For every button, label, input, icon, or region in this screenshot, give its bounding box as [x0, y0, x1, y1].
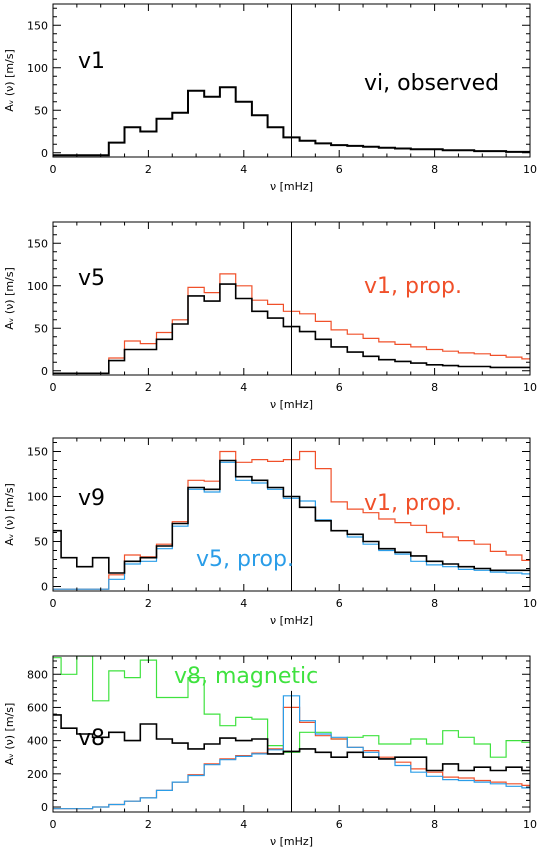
- y-axis-title: Aᵥ (ν) [m/s]: [3, 483, 16, 546]
- y-tick-label: 800: [27, 668, 48, 681]
- annotation-label: v1, prop.: [364, 274, 462, 299]
- x-axis-title: ν [mHz]: [270, 614, 313, 627]
- x-tick-label: 10: [523, 597, 537, 610]
- x-tick-label: 0: [50, 818, 57, 831]
- x-axis-title: ν [mHz]: [270, 835, 313, 848]
- x-tick-label: 8: [431, 818, 438, 831]
- x-tick-label: 6: [336, 381, 343, 394]
- series-group: [53, 656, 530, 810]
- x-axis-title: ν [mHz]: [270, 180, 313, 193]
- y-tick-label: 150: [27, 237, 48, 250]
- annotation-label: vi, observed: [364, 71, 499, 96]
- y-tick-label: 100: [27, 62, 48, 75]
- y-tick-label: 50: [34, 536, 48, 549]
- panel-label: v5: [78, 266, 105, 291]
- x-tick-label: 6: [336, 163, 343, 176]
- y-tick-label: 0: [41, 801, 48, 814]
- panel-label: v8: [78, 726, 105, 751]
- y-axis-title: Aᵥ (ν) [m/s]: [3, 703, 16, 766]
- series-line-1: [53, 283, 530, 375]
- panel-label: v9: [78, 486, 105, 511]
- x-tick-label: 2: [145, 381, 152, 394]
- series-line-0: [53, 450, 530, 590]
- x-tick-label: 8: [431, 163, 438, 176]
- series-line-2: [53, 459, 530, 574]
- y-tick-label: 0: [41, 581, 48, 594]
- series-group: [53, 450, 530, 590]
- y-axis-title: Aᵥ (ν) [m/s]: [3, 49, 16, 112]
- series-line-0: [53, 273, 530, 374]
- x-tick-label: 0: [50, 381, 57, 394]
- series-line-0: [53, 86, 530, 157]
- x-tick-label: 8: [431, 597, 438, 610]
- x-tick-label: 2: [145, 163, 152, 176]
- y-tick-label: 400: [27, 735, 48, 748]
- y-axis-title: Aᵥ (ν) [m/s]: [3, 267, 16, 330]
- y-tick-label: 0: [41, 365, 48, 378]
- annotation-label: v8, magnetic: [174, 664, 318, 689]
- x-tick-label: 4: [240, 381, 247, 394]
- x-tick-label: 4: [240, 818, 247, 831]
- y-tick-label: 600: [27, 701, 48, 714]
- series-group: [53, 273, 530, 375]
- x-tick-label: 6: [336, 597, 343, 610]
- y-tick-label: 100: [27, 280, 48, 293]
- y-tick-label: 200: [27, 768, 48, 781]
- y-tick-label: 0: [41, 147, 48, 160]
- y-tick-label: 100: [27, 491, 48, 504]
- x-tick-label: 0: [50, 597, 57, 610]
- annotation-label: v5, prop.: [196, 547, 294, 572]
- x-tick-label: 6: [336, 818, 343, 831]
- x-tick-label: 4: [240, 163, 247, 176]
- x-tick-label: 4: [240, 597, 247, 610]
- y-tick-label: 50: [34, 104, 48, 117]
- x-tick-label: 2: [145, 818, 152, 831]
- series-line-3: [53, 714, 530, 772]
- series-line-2: [53, 695, 530, 810]
- annotation-label: v1, prop.: [364, 491, 462, 516]
- x-tick-label: 10: [523, 381, 537, 394]
- y-tick-label: 150: [27, 446, 48, 459]
- x-tick-label: 0: [50, 163, 57, 176]
- y-tick-label: 50: [34, 322, 48, 335]
- y-tick-label: 150: [27, 19, 48, 32]
- panel-label: v1: [78, 49, 105, 74]
- panel-v8: 0 2 4 6 8 10 0 200 400 600 800 ν [mHz] Aᵥ (ν) [m/s] v…: [3, 655, 537, 848]
- x-tick-label: 2: [145, 597, 152, 610]
- x-axis-title: ν [mHz]: [270, 398, 313, 411]
- x-tick-label: 8: [431, 381, 438, 394]
- x-tick-label: 10: [523, 818, 537, 831]
- x-tick-label: 10: [523, 163, 537, 176]
- series-group: [53, 86, 530, 157]
